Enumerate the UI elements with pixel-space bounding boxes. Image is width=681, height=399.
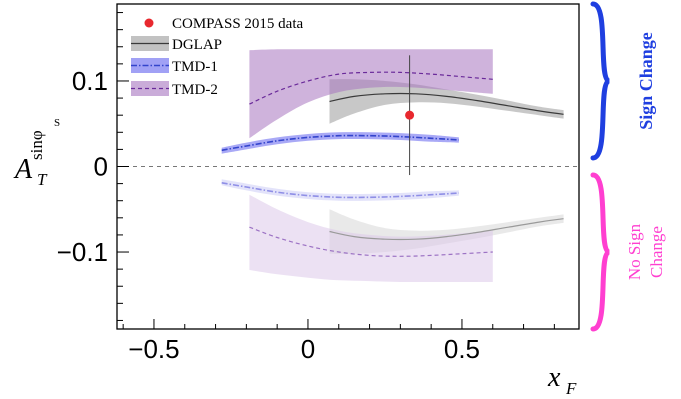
annotation-no_sign_change-line: No Sign — [625, 223, 644, 280]
legend-label-data: COMPASS 2015 data — [172, 16, 303, 32]
legend-label-tmd1: TMD-1 — [172, 59, 218, 75]
y-axis-ticks: −0.1 0 0.1 — [57, 12, 129, 321]
x-axis-title-sub: F — [565, 379, 577, 398]
legend-label-tmd2: TMD-2 — [172, 82, 218, 98]
x-axis-title-main: x — [547, 362, 561, 393]
curve-dglap_neg — [329, 218, 564, 241]
x-axis-title: x F — [547, 362, 577, 398]
curve-tmd1_neg — [221, 182, 459, 199]
y-tick-label: 0.1 — [72, 66, 108, 96]
band-tmd1_neg — [221, 179, 459, 201]
band-tmd1 — [221, 132, 459, 154]
brace-sign_change — [590, 1, 611, 161]
x-tick-label: −0.5 — [128, 334, 179, 364]
curve-tmd2_neg — [249, 226, 493, 257]
legend: COMPASS 2015 data DGLAP TMD-1 TMD-2 — [131, 16, 303, 98]
band-dglap — [329, 79, 564, 124]
legend-swatch-tmd2 — [131, 81, 169, 96]
x-axis-ticks: −0.5 0 0.5 — [122, 319, 555, 364]
data-point — [405, 110, 415, 120]
y-axis-title-sup: sinφ — [27, 130, 46, 160]
curve-tmd1 — [221, 134, 459, 152]
x-tick-label: 0.5 — [444, 334, 480, 364]
data-points — [405, 55, 415, 176]
y-axis-title: A T sinφ S — [13, 117, 60, 189]
legend-marker-data — [144, 18, 154, 28]
x-tick-label: 0 — [301, 334, 315, 364]
annotation-no_sign_change-line: Change — [647, 226, 666, 278]
y-tick-label: 0 — [94, 152, 108, 182]
side-annotations: Sign Change No Sign Change — [590, 1, 666, 332]
brace-no_sign_change — [590, 172, 611, 332]
y-axis-title-main: A — [13, 154, 33, 185]
curve-dglap — [329, 92, 564, 115]
y-tick-label: −0.1 — [57, 237, 108, 267]
y-axis-title-sub: T — [37, 170, 48, 189]
band-tmd2 — [249, 49, 493, 139]
y-axis-title-sup-sub: S — [54, 117, 60, 129]
uncertainty-bands — [221, 49, 564, 283]
legend-swatch-tmd1 — [131, 58, 169, 73]
legend-label-dglap: DGLAP — [172, 37, 222, 53]
central-curves — [221, 71, 564, 257]
annotation-sign_change: Sign Change — [636, 32, 656, 130]
